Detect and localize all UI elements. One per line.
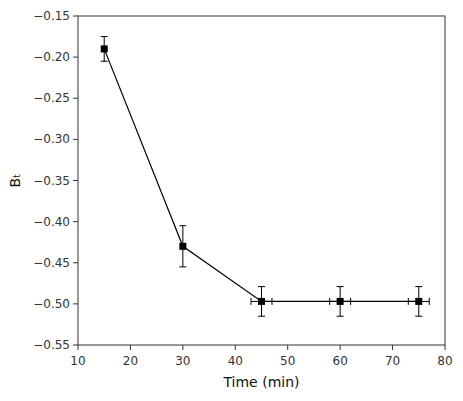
x-tick [78, 345, 79, 350]
y-tick [73, 221, 78, 222]
y-error-bar [101, 37, 108, 62]
x-tick-label: 30 [175, 354, 190, 368]
point-marker [179, 243, 186, 250]
point-marker [415, 298, 422, 305]
y-tick-label: −0.50 [33, 297, 70, 311]
point-marker [337, 298, 344, 305]
y-tick [73, 262, 78, 263]
y-axis-label: Bₜ [7, 174, 23, 188]
x-tick [182, 345, 183, 350]
x-tick-label: 50 [280, 354, 295, 368]
y-error-bar [179, 226, 186, 267]
x-error-bar [251, 298, 272, 305]
y-tick-label: −0.55 [33, 338, 70, 352]
y-tick-label: −0.25 [33, 91, 70, 105]
point-marker [258, 298, 265, 305]
x-tick [340, 345, 341, 350]
y-tick [73, 303, 78, 304]
x-tick-label: 70 [385, 354, 400, 368]
y-tick-label: −0.15 [33, 9, 70, 23]
y-tick [73, 180, 78, 181]
x-tick [445, 345, 446, 350]
x-tick-label: 80 [437, 354, 452, 368]
y-tick-label: −0.35 [33, 174, 70, 188]
x-tick [130, 345, 131, 350]
chart: 10 20 30 40 50 60 70 80 −0.55 −0.50 −0.45 −0.40 −0.3… [0, 0, 463, 401]
plot-frame [78, 16, 445, 345]
series-line [104, 49, 419, 302]
y-tick [73, 98, 78, 99]
point-marker [101, 45, 108, 52]
x-tick-label: 10 [70, 354, 85, 368]
x-tick [235, 345, 236, 350]
x-error-bar [408, 298, 429, 305]
x-tick-label: 40 [228, 354, 243, 368]
y-tick-label: −0.20 [33, 50, 70, 64]
y-error-bar [337, 287, 344, 317]
y-tick [73, 16, 78, 17]
x-tick-label: 60 [333, 354, 348, 368]
y-tick [73, 139, 78, 140]
x-error-bar [330, 298, 351, 305]
x-axis-label: Time (min) [222, 374, 299, 390]
y-tick-label: −0.45 [33, 256, 70, 270]
y-tick-label: −0.30 [33, 132, 70, 146]
y-tick-label: −0.40 [33, 215, 70, 229]
y-error-bar [415, 287, 422, 317]
y-error-bar [258, 287, 265, 317]
y-tick [73, 57, 78, 58]
x-tick-label: 20 [123, 354, 138, 368]
x-tick [287, 345, 288, 350]
y-tick [73, 345, 78, 346]
x-tick [392, 345, 393, 350]
plot-area [101, 37, 430, 317]
